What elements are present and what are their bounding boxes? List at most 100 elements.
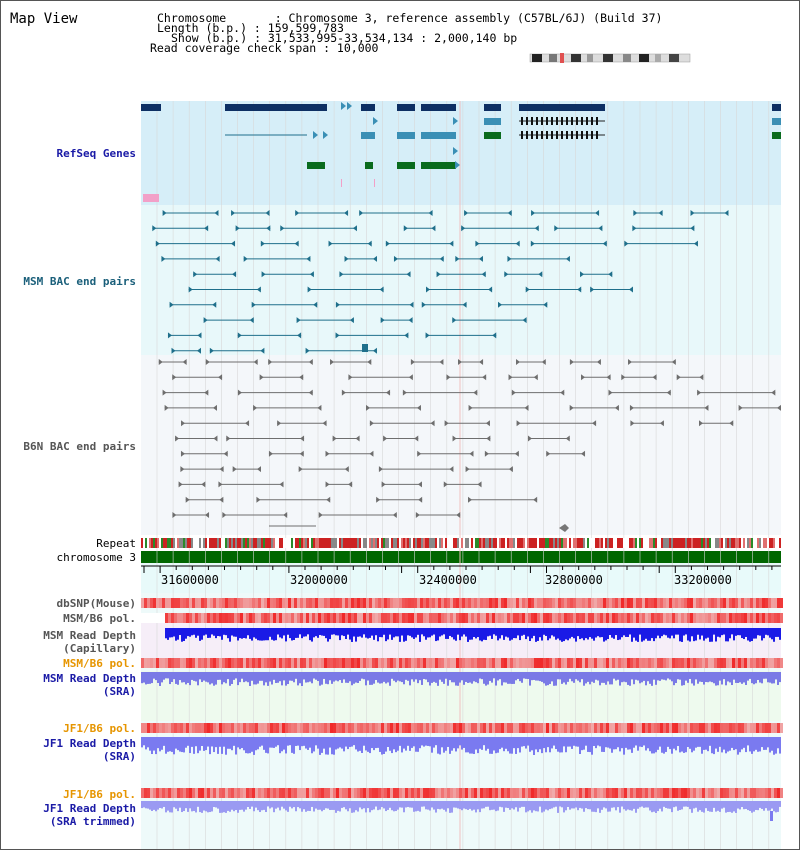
msm-depth-cap-bar (761, 628, 763, 641)
jf1-depth-trim-bar (515, 801, 517, 808)
jf1-depth-sra-bar (503, 737, 505, 752)
msm-depth-sra-bar (315, 672, 317, 680)
refseq-gene (772, 118, 781, 125)
jf1-pol-heat-cell (645, 723, 648, 733)
msm-depth-sra-bar (485, 672, 487, 686)
dbsnp-heat-cell (351, 598, 354, 608)
msm-depth-sra-bar (719, 672, 721, 681)
jf1-depth-trim-bar (467, 801, 469, 810)
jf1-depth-trim-bar (289, 801, 291, 807)
msm-pol2-heat-cell (723, 658, 726, 668)
track-label-msm-depth-capillary[interactable]: MSM Read Depth (Capillary) (43, 629, 136, 655)
msm-pol2-heat-cell (258, 658, 261, 668)
msm-depth-sra-bar (519, 672, 521, 682)
jf1-pol2-heat-cell (291, 788, 294, 798)
msm-depth-sra-bar (333, 672, 335, 682)
msm-depth-cap-bar (455, 628, 457, 641)
dbsnp-heat-cell (546, 598, 549, 608)
dbsnp-heat-cell (210, 598, 213, 608)
jf1-depth-sra-bar (211, 737, 213, 747)
dbsnp-heat-cell (381, 598, 384, 608)
jf1-depth-sra-bar (743, 737, 745, 748)
track-label-jf1-depth-trimmed[interactable]: JF1 Read Depth (SRA trimmed) (43, 802, 136, 828)
axis-tick-label: 31600000 (161, 573, 219, 587)
jf1-depth-trim-bar (431, 801, 433, 808)
msm-depth-sra-bar (361, 672, 363, 679)
msm-pol-heat-cell (363, 613, 366, 623)
msm-depth-sra-bar (581, 672, 583, 680)
dbsnp-heat-cell (306, 598, 309, 608)
msm-pol2-heat-cell (513, 658, 516, 668)
jf1-depth-sra-bar (679, 737, 681, 753)
jf1-pol2-heat-cell (255, 788, 258, 798)
track-label-b6n-bac[interactable]: B6N BAC end pairs (23, 440, 136, 453)
jf1-pol2-heat-cell (618, 788, 621, 798)
dbsnp-heat-cell (747, 598, 750, 608)
axis-tick-label: 32400000 (419, 573, 477, 587)
msm-depth-cap-bar (663, 628, 665, 635)
msm-depth-cap-bar (551, 628, 553, 636)
track-label-repeat[interactable]: Repeat (96, 537, 136, 550)
track-label-jf1-b6-pol[interactable]: JF1/B6 pol. (63, 722, 136, 735)
msm-pol-heat-cell (354, 613, 357, 623)
dbsnp-heat-cell (459, 598, 462, 608)
jf1-depth-sra-bar (271, 737, 273, 748)
msm-depth-sra-bar (629, 672, 631, 686)
track-label-jf1-depth-sra[interactable]: JF1 Read Depth (SRA) (43, 737, 136, 763)
msm-depth-sra-bar (291, 672, 293, 681)
jf1-depth-sra-bar (185, 737, 187, 748)
track-label-msm-b6-pol-2[interactable]: MSM/B6 pol. (63, 657, 136, 670)
jf1-depth-trim-bar (491, 801, 493, 810)
track-label-jf1-b6-pol-2[interactable]: JF1/B6 pol. (63, 788, 136, 801)
msm-pol-heat-cell (756, 613, 759, 623)
jf1-depth-sra-bar (607, 737, 609, 748)
track-label-msm-bac[interactable]: MSM BAC end pairs (23, 275, 136, 288)
msm-pol2-heat-cell (561, 658, 564, 668)
msm-pol2-heat-cell (366, 658, 369, 668)
msm-pol-heat-cell (552, 613, 555, 623)
chromosome-ideogram[interactable] (527, 51, 693, 65)
msm-depth-sra-bar (295, 672, 297, 679)
gene-strand-arrow (341, 102, 346, 110)
jf1-pol2-heat-cell (672, 788, 675, 798)
msm-pol2-heat-cell (240, 658, 243, 668)
msm-depth-sra-bar (769, 672, 771, 683)
jf1-depth-trim-bar (215, 801, 217, 808)
jf1-pol-heat-cell (636, 723, 639, 733)
jf1-pol2-heat-cell (438, 788, 441, 798)
msm-pol2-heat-cell (699, 658, 702, 668)
jf1-pol2-heat-cell (345, 788, 348, 798)
msm-depth-cap-bar (361, 628, 363, 638)
jf1-pol2-heat-cell (195, 788, 198, 798)
jf1-pol-heat-cell (378, 723, 381, 733)
jf1-depth-sra-bar (693, 737, 695, 751)
msm-depth-sra-bar (559, 672, 561, 680)
track-label-refseq[interactable]: RefSeq Genes (56, 147, 136, 160)
msm-depth-sra-bar (207, 672, 209, 683)
dbsnp-heat-cell (294, 598, 297, 608)
jf1-depth-trim-bar (291, 801, 293, 809)
dbsnp-heat-cell (369, 598, 372, 608)
jf1-depth-sra-bar (631, 737, 633, 753)
msm-depth-sra-bar (705, 672, 707, 683)
jf1-depth-sra-bar (659, 737, 661, 747)
track-label-msm-b6-pol[interactable]: MSM/B6 pol. (63, 612, 136, 625)
track-label-dbsnp[interactable]: dbSNP(Mouse) (56, 597, 136, 610)
track-label-msm-depth-sra[interactable]: MSM Read Depth (SRA) (43, 672, 136, 698)
dbsnp-heat-cell (474, 598, 477, 608)
msm-depth-sra-bar (271, 672, 273, 685)
dbsnp-heat-cell (168, 598, 171, 608)
jf1-depth-trim-bar (451, 801, 453, 813)
jf1-depth-sra-bar (179, 737, 181, 752)
msm-depth-sra-bar (263, 672, 265, 686)
msm-depth-cap-bar (321, 628, 323, 636)
msm-depth-sra-bar (625, 672, 627, 683)
msm-pol2-heat-cell (312, 658, 315, 668)
dbsnp-heat-cell (450, 598, 453, 608)
msm-depth-cap-bar (527, 628, 529, 637)
msm-depth-cap-bar (697, 628, 699, 635)
jf1-depth-trim-bar (567, 801, 569, 807)
msm-pol2-heat-cell (402, 658, 405, 668)
jf1-depth-trim-bar (169, 801, 171, 813)
